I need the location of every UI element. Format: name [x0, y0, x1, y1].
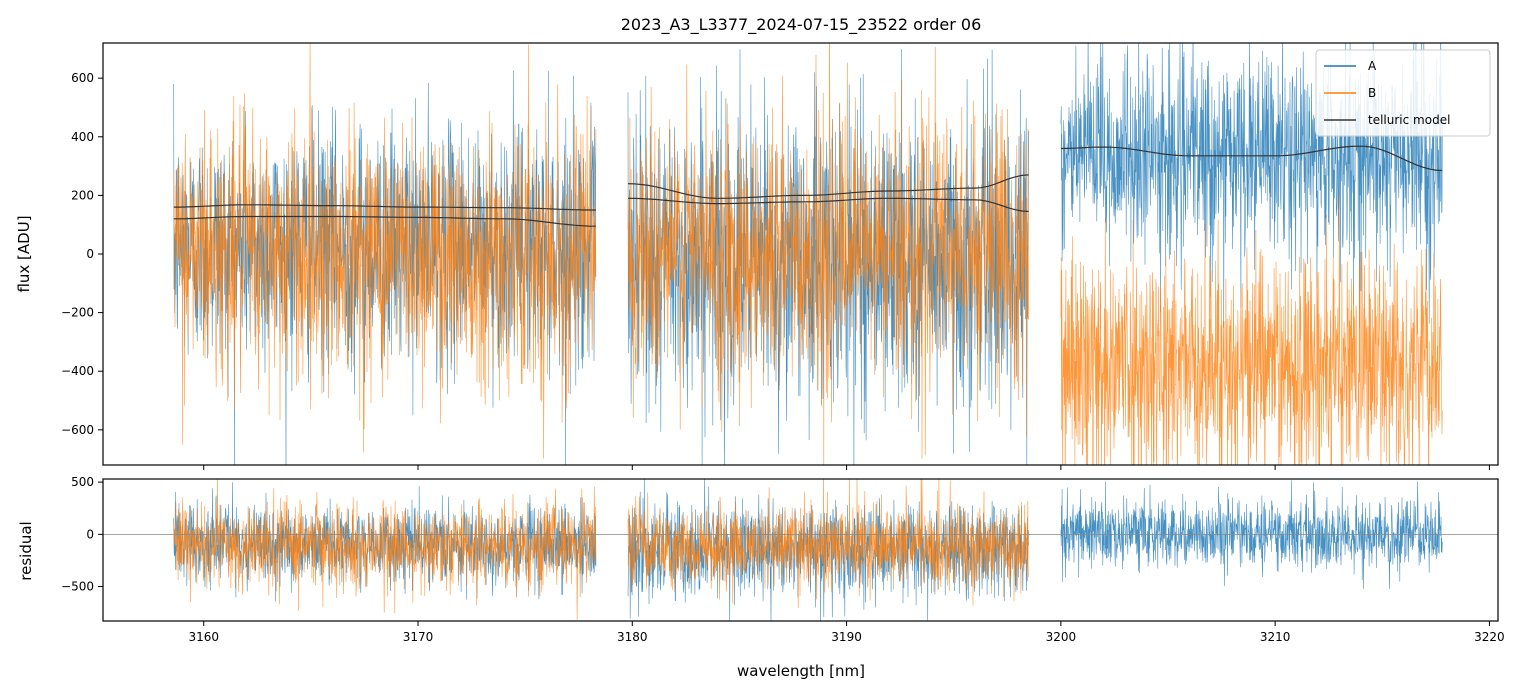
- telluric-model-a-segment-2: [627, 174, 1029, 199]
- legend: A B telluric model: [1315, 49, 1491, 137]
- flux-ytick-label: −200: [61, 306, 94, 320]
- flux-ytick-label: 200: [71, 188, 94, 202]
- x-axis-label: wavelength [nm]: [737, 662, 865, 680]
- residual-y-ticks: −500 0 500: [61, 475, 103, 594]
- residual-a-segment-3: [1060, 480, 1443, 590]
- telluric-model-a-segment-1: [173, 204, 596, 211]
- series-b-segment-1: [173, 43, 597, 459]
- flux-plot-area: [173, 43, 1443, 465]
- telluric-model-b-segment-2: [627, 197, 1029, 213]
- residual-b-segment-1: [173, 479, 597, 620]
- chart-title: 2023_A3_L3377_2024-07-15_23522 order 06: [621, 15, 982, 35]
- residual-x-ticks: 3160 3170 3180 3190 3200 3210 3220: [188, 621, 1505, 644]
- flux-ytick-label: −600: [61, 423, 94, 437]
- residual-axes-frame: [102, 478, 1499, 622]
- residual-xtick-label: 3180: [617, 630, 648, 644]
- residual-xtick-label: 3170: [403, 630, 434, 644]
- residual-panel: −500 0 500 3160 3170 3180 3190 3200 3210 3220 re…: [17, 475, 1505, 680]
- flux-y-ticks: −600 −400 −200 0 200 400 600: [61, 71, 103, 437]
- residual-y-axis-label: residual: [17, 521, 35, 580]
- telluric-model-b-segment-1: [173, 215, 596, 227]
- flux-x-ticks: [203, 465, 1490, 470]
- residual-xtick-label: 3220: [1474, 630, 1505, 644]
- telluric-model-a-segment-3: [1060, 145, 1443, 172]
- residual-ytick-label: −500: [61, 580, 94, 594]
- residual-plot-area: [103, 479, 1498, 621]
- legend-box: [1315, 49, 1491, 137]
- residual-ytick-label: 500: [71, 475, 94, 489]
- flux-ytick-label: −400: [61, 364, 94, 378]
- series-b-segment-3: [1060, 195, 1443, 465]
- flux-panel: −600 −400 −200 0 200 400 600 flux [ADU]: [15, 42, 1499, 470]
- residual-xtick-label: 3190: [831, 630, 862, 644]
- flux-ytick-label: 600: [71, 71, 94, 85]
- residual-xtick-label: 3200: [1046, 630, 1077, 644]
- legend-label-model: telluric model: [1368, 113, 1450, 127]
- residual-xtick-label: 3160: [188, 630, 219, 644]
- series-b-segment-2: [627, 43, 1029, 465]
- flux-ytick-label: 400: [71, 130, 94, 144]
- flux-y-axis-label: flux [ADU]: [15, 215, 33, 292]
- residual-b-segment-2: [627, 479, 1029, 609]
- flux-ytick-label: 0: [86, 247, 94, 261]
- residual-ytick-label: 0: [86, 527, 94, 541]
- legend-label-b: B: [1368, 86, 1376, 100]
- residual-xtick-label: 3210: [1260, 630, 1291, 644]
- legend-label-a: A: [1368, 59, 1377, 73]
